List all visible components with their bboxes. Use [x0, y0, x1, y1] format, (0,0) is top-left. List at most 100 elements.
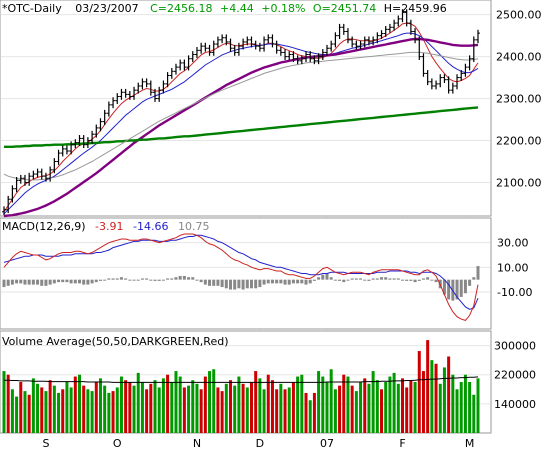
volume-bar	[312, 392, 316, 433]
macd-hist-bar	[434, 279, 438, 283]
macd-hist-bar	[23, 279, 27, 285]
volume-bar	[388, 376, 392, 433]
macd-hist-bar	[153, 279, 157, 281]
macd-hist-bar	[216, 279, 220, 286]
volume-bar	[396, 383, 400, 433]
open-label: O=2451.74	[313, 2, 376, 15]
macd-hist-bar	[400, 279, 404, 281]
macd-hist-bar	[426, 277, 430, 280]
volume-bar	[178, 376, 182, 433]
macd-hist-bar	[442, 279, 446, 295]
volume-bar	[363, 378, 367, 433]
macd-hist-bar	[409, 279, 413, 281]
volume-bar	[400, 378, 404, 433]
volume-bar	[90, 391, 94, 433]
macd-line-signal	[3, 234, 479, 310]
macd-grid	[1, 242, 490, 293]
macd-hist-bar	[308, 279, 312, 284]
symbol-label: *OTC-Daily	[2, 2, 62, 15]
volume-bar	[157, 387, 161, 433]
macd-y-tick-label: 10.00	[497, 261, 529, 274]
macd-hist-bar	[312, 279, 316, 281]
volume-bar	[262, 389, 266, 433]
macd-hist-bar	[40, 279, 44, 286]
volume-bar	[275, 389, 279, 433]
price-y-axis: 2500.00 2400.00 2300.00 2200.00 2100.00	[496, 9, 542, 190]
volume-bar	[472, 394, 476, 433]
macd-hist-bar	[174, 277, 178, 280]
macd-hist-bar	[338, 279, 342, 281]
volume-bar	[57, 392, 61, 433]
price-y-tick-label: 2300.00	[496, 93, 542, 106]
volume-bar	[111, 391, 115, 433]
macd-hist-bar	[182, 275, 186, 280]
price-line-env	[3, 51, 479, 181]
volume-bar	[325, 382, 329, 433]
volume-bar	[463, 374, 467, 433]
macd-hist-bar	[199, 279, 203, 283]
macd-hist-bar	[472, 277, 476, 280]
macd-hist-bar	[145, 278, 149, 280]
volume-bar	[10, 389, 14, 433]
macd-hist-bar	[283, 279, 287, 285]
volume-bar	[98, 378, 102, 433]
volume-bar	[291, 382, 295, 433]
volume-bar	[65, 382, 69, 433]
macd-hist-bar	[6, 279, 10, 286]
volume-bar	[241, 383, 245, 433]
volume-bar	[132, 385, 136, 433]
macd-hist-bar	[371, 278, 375, 280]
volume-bar	[78, 374, 82, 433]
price-y-tick-label: 2200.00	[496, 135, 542, 148]
macd-hist-bar	[191, 277, 195, 280]
macd-hist-bar	[342, 279, 346, 283]
macd-hist-bar	[354, 278, 358, 280]
volume-bar	[455, 389, 459, 433]
macd-hist-bar	[363, 279, 367, 281]
volume-bar	[413, 382, 417, 433]
macd-hist-bar	[413, 279, 417, 283]
macd-hist-bar	[78, 279, 82, 284]
volume-bar	[421, 371, 425, 433]
volume-bar	[321, 376, 325, 433]
macd-hist-bar	[187, 277, 191, 280]
volume-bar	[417, 351, 421, 433]
volume-bar	[136, 372, 140, 433]
volume-bar	[187, 385, 191, 433]
macd-hist-bar	[317, 277, 321, 280]
volume-bar	[329, 369, 333, 433]
volume-bar	[346, 376, 350, 433]
macd-hist-bar	[405, 279, 409, 281]
macd-hist-bar	[258, 279, 262, 288]
volume-bar	[258, 378, 262, 433]
volume-bar	[405, 387, 409, 433]
volume-bar	[354, 391, 358, 433]
volume-bar	[191, 380, 195, 433]
volume-bar	[375, 380, 379, 433]
macd-hist-bar	[94, 279, 98, 283]
macd-hist-bar	[15, 279, 19, 284]
macd-hist-bar	[128, 279, 132, 281]
macd-y-tick-label: -10.00	[497, 286, 532, 299]
macd-hist-bar	[132, 279, 136, 281]
volume-bar	[430, 360, 434, 433]
volume-bar	[342, 374, 346, 433]
volume-bar	[442, 367, 446, 433]
macd-hist-bar	[115, 278, 119, 280]
macd-lines	[3, 233, 479, 321]
macd-hist-bar	[107, 278, 111, 280]
volume-average-line	[4, 376, 479, 383]
macd-hist-bar	[249, 279, 253, 289]
volume-y-axis: 300000 220000 140000	[494, 340, 536, 411]
macd-hist-bar	[27, 279, 31, 285]
macd-hist-bar	[304, 279, 308, 285]
volume-bar	[304, 392, 308, 433]
price-panel-frame	[0, 0, 492, 217]
volume-bar	[392, 372, 396, 433]
volume-header: Volume Average(50,50,DARKGREEN,Red)	[2, 335, 229, 348]
volume-y-tick-label: 220000	[494, 369, 536, 382]
macd-hist-bar	[275, 279, 279, 284]
volume-bar	[23, 391, 27, 433]
volume-bar	[82, 385, 86, 433]
